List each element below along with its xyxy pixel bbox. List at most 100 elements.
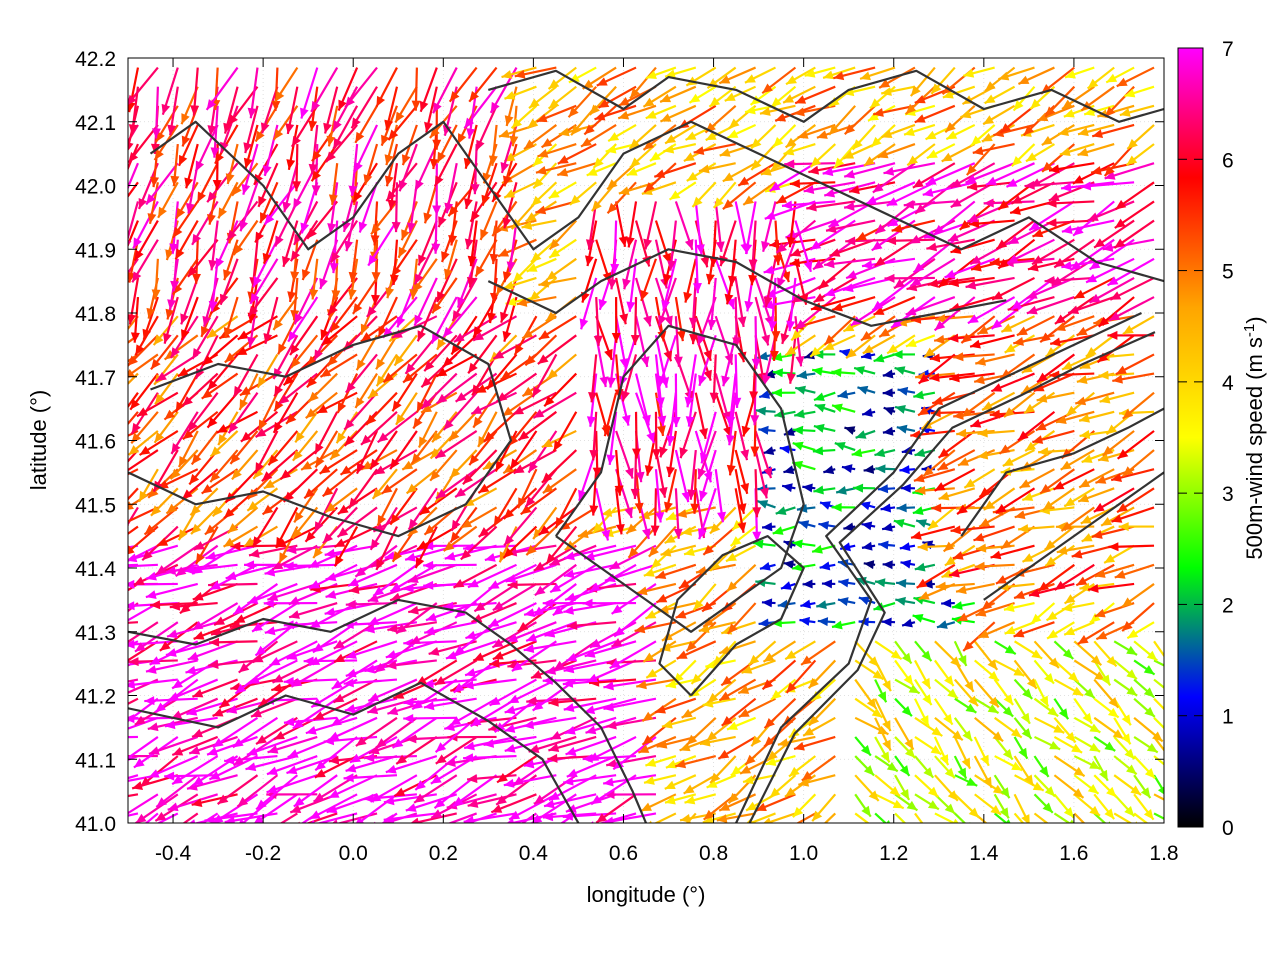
wind-vector-head <box>345 668 357 678</box>
wind-vector-head <box>471 405 483 414</box>
wind-vector-head <box>794 741 805 751</box>
wind-vector-head <box>483 431 495 442</box>
wind-vector-head <box>604 790 615 800</box>
wind-vector-head <box>255 231 264 243</box>
wind-vector-head <box>935 314 946 324</box>
wind-vector-head <box>306 355 318 367</box>
wind-vector-head <box>210 471 221 483</box>
wind-vector <box>316 812 358 823</box>
wind-vector-head <box>261 471 273 482</box>
wind-vector-head <box>966 164 977 176</box>
x-tick-label: -0.2 <box>245 842 281 865</box>
wind-vector-head <box>537 149 549 158</box>
wind-vector-head <box>803 726 815 736</box>
wind-vector-head <box>312 642 324 653</box>
wind-vector-head <box>442 124 452 136</box>
wind-vector-head <box>622 278 631 290</box>
wind-vector-head <box>698 528 707 540</box>
wind-vector-head <box>1146 650 1158 661</box>
wind-vector-head <box>488 155 498 166</box>
wind-vector-head <box>244 560 255 570</box>
wind-vector-head <box>950 178 962 188</box>
wind-vector-head <box>542 812 554 822</box>
wind-vector-head <box>952 730 963 741</box>
wind-vector-head <box>403 372 414 383</box>
wind-vector-head <box>172 775 184 785</box>
wind-vector-head <box>1111 514 1123 523</box>
wind-vector-head <box>506 261 516 272</box>
wind-vector-head <box>328 304 338 316</box>
wind-vector-head <box>581 137 592 147</box>
wind-vector <box>128 736 159 760</box>
wind-vector <box>128 143 139 172</box>
wind-vector-head <box>450 716 462 726</box>
wind-vector-head <box>549 248 561 258</box>
wind-vector-head <box>686 734 698 745</box>
wind-vector-head <box>504 724 516 733</box>
wind-vector-head <box>643 315 652 327</box>
wind-vector-head <box>513 405 524 415</box>
wind-vector-head <box>289 610 300 619</box>
wind-vector-head <box>869 98 881 109</box>
wind-vector-head <box>777 738 789 748</box>
wind-vector-head <box>789 766 800 777</box>
wind-vector-head <box>1070 260 1082 271</box>
contour-line <box>128 598 648 823</box>
wind-vector-head <box>385 764 397 774</box>
wind-vector-head <box>565 592 576 602</box>
wind-vector-head <box>128 445 140 455</box>
wind-vector-head <box>1126 686 1138 696</box>
wind-vector-head <box>325 590 337 599</box>
wind-vector-head <box>1089 260 1101 270</box>
wind-vector-head <box>858 596 870 606</box>
wind-vector-head <box>407 574 419 583</box>
wind-vector-head <box>938 277 950 288</box>
wind-vector-head <box>953 818 959 823</box>
wind-vector-head <box>413 417 423 429</box>
wind-vector-head <box>589 450 599 461</box>
wind-vector-head <box>360 332 372 342</box>
wind-vector-head <box>384 551 396 560</box>
wind-vector-head <box>769 181 781 192</box>
wind-vector-head <box>542 483 554 494</box>
wind-vector-head <box>424 121 433 133</box>
wind-vector-head <box>901 705 912 717</box>
wind-vector-head <box>252 653 264 663</box>
wind-vector-head <box>685 131 697 140</box>
wind-vector <box>128 506 159 523</box>
wind-vector-head <box>927 800 939 810</box>
wind-vector-head <box>828 218 840 227</box>
wind-vector-head <box>435 742 447 753</box>
wind-vector-head <box>655 570 667 580</box>
colorbar-tick-label: 1 <box>1222 706 1234 729</box>
wind-vector-head <box>589 104 600 115</box>
wind-vector-head <box>769 350 779 361</box>
wind-vector-head <box>309 580 321 589</box>
wind-vector-head <box>1039 766 1049 777</box>
wind-vector-head <box>487 378 497 390</box>
wind-vector-head <box>764 736 775 747</box>
wind-vector-head <box>759 107 771 116</box>
wind-vector-head <box>322 532 334 544</box>
wind-vector-head <box>231 468 242 480</box>
wind-vector-head <box>356 462 366 474</box>
wind-vector-head <box>947 232 959 242</box>
wind-vector-head <box>1059 147 1071 156</box>
wind-vector-head <box>186 707 198 716</box>
wind-vector-head <box>763 265 775 275</box>
wind-vector-head <box>334 538 346 547</box>
wind-vector-head <box>1016 326 1028 336</box>
wind-vector-head <box>665 134 677 144</box>
wind-vector-head <box>130 398 140 410</box>
wind-vector-head <box>347 288 357 300</box>
wind-vector-head <box>611 332 621 343</box>
wind-vector-head <box>678 579 690 589</box>
wind-vector-head <box>331 679 343 689</box>
wind-vector-head <box>364 664 376 674</box>
wind-vector-head <box>713 655 724 667</box>
wind-vector-head <box>748 654 760 665</box>
wind-vector-head <box>761 598 773 608</box>
wind-vector-head <box>900 483 911 493</box>
wind-vector-head <box>344 240 353 252</box>
